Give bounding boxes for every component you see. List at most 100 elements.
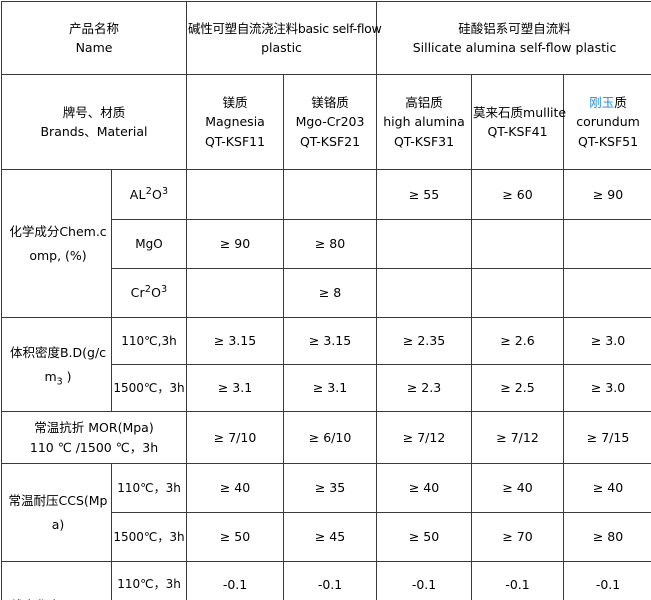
- material-en-1: Mgo-Cr203: [295, 114, 365, 130]
- row-ccs-110: 常温耐压CCS(Mp a) 110℃，3h ≥ 40 ≥ 35 ≥ 40 ≥ 4…: [1, 463, 651, 562]
- cell-ccs110-mgo-cr203: ≥ 35: [283, 463, 378, 513]
- row-mor: 常温抗折 MOR(Mpa) 110 ℃ /1500 ℃，3h ≥ 7/10 ≥ …: [0, 411, 651, 464]
- cell-ccs1500-mgo-cr203: ≥ 45: [283, 512, 378, 562]
- group-label-bulk-density-line2: m3 ): [44, 368, 72, 387]
- cell-mgo-corundum: [563, 219, 651, 269]
- cell-mor-mullite: ≥ 7/12: [471, 411, 565, 464]
- header-row-name: 产品名称 Name 碱性可塑自流浇注料basic self-flow plast…: [0, 1, 651, 75]
- cell-ccs1500-mullite: ≥ 70: [471, 512, 565, 562]
- material-cn-4-tail: 质: [614, 94, 627, 110]
- cell-al2o3-mullite: ≥ 60: [471, 169, 565, 220]
- cell-ccs110-corundum: ≥ 40: [563, 463, 651, 513]
- header-row-brands: 牌号、材质 Brands、Material 镁质 Magnesia QT-KSF…: [0, 74, 651, 170]
- material-cn-0: 镁质: [222, 94, 248, 110]
- cell-bd1500-magnesia: ≥ 3.1: [186, 364, 285, 412]
- header-group-basic-en: plastic: [261, 40, 302, 55]
- cell-plc110-mgo-cr203: -0.1: [283, 561, 378, 600]
- header-material-corundum: 刚玉质 corundum QT-KSF51: [563, 74, 651, 170]
- group-label-bulk-density-line1: 体积密度B.D(g/c: [9, 344, 107, 360]
- material-code-4: QT-KSF51: [577, 133, 639, 149]
- sub-label-cr2o3: Cr2O3: [110, 268, 188, 318]
- header-group-basic-cn: 碱性可塑自流浇注料basic self-flow: [188, 20, 382, 36]
- cell-bd110-high-alumina: ≥ 2.35: [376, 317, 473, 365]
- cell-mor-corundum: ≥ 7/15: [563, 411, 651, 464]
- group-label-mor: 常温抗折 MOR(Mpa) 110 ℃ /1500 ℃，3h: [0, 411, 188, 464]
- cell-plc110-magnesia: -0.1: [186, 561, 285, 600]
- group-label-ccs-line2: a): [51, 516, 65, 532]
- material-code-1: QT-KSF21: [299, 133, 361, 149]
- cell-bd1500-mullite: ≥ 2.5: [471, 364, 565, 412]
- group-label-plc: 线变华率PLC(%): [1, 561, 112, 600]
- row-plc-110: 线变华率PLC(%) 110℃，3h -0.1 -0.1 -0.1 -0.1 -…: [1, 561, 651, 600]
- row-al2o3: 化学成分Chem.c omp, (%) AL2O3 ≥ 55 ≥ 60 ≥ 90: [1, 169, 651, 318]
- cell-ccs1500-corundum: ≥ 80: [563, 512, 651, 562]
- material-cn-4: 刚玉质: [565, 93, 651, 112]
- cell-bd1500-corundum: ≥ 3.0: [563, 364, 651, 412]
- material-cn-2: 高铝质: [405, 94, 443, 110]
- header-brands-en: Brands、Material: [40, 124, 148, 139]
- material-cn-1: 镁铬质: [311, 94, 349, 110]
- cell-mor-magnesia: ≥ 7/10: [186, 411, 285, 464]
- cell-bd110-corundum: ≥ 3.0: [563, 317, 651, 365]
- sub-label-ccs-1500: 1500℃，3h: [110, 512, 188, 562]
- header-group-basic: 碱性可塑自流浇注料basic self-flow plastic: [186, 1, 382, 75]
- header-group-silicate-cn: 硅酸铝系可塑自流料: [458, 20, 571, 36]
- row-cr2o3: Cr2O3 ≥ 8: [2, 268, 651, 318]
- header-name-cell: 产品名称 Name: [0, 1, 188, 75]
- group-label-ccs-line1: 常温耐压CCS(Mp: [8, 492, 108, 508]
- sub-label-plc-110: 110℃，3h: [110, 561, 188, 600]
- cell-cr2o3-magnesia: [186, 268, 285, 318]
- material-en-2: high alumina: [383, 114, 465, 130]
- row-bd-110: 体积密度B.D(g/c m3 ) 110℃,3h ≥ 3.15 ≥ 3.15 ≥…: [1, 317, 651, 412]
- row-bd-1500: 1500℃，3h ≥ 3.1 ≥ 3.1 ≥ 2.3 ≥ 2.5 ≥ 3.0: [2, 364, 651, 412]
- material-code-2: QT-KSF31: [393, 133, 455, 149]
- sub-label-bd-110: 110℃,3h: [110, 317, 188, 365]
- cell-cr2o3-high-alumina: [376, 268, 473, 318]
- group-label-chem-comp-line2: omp, (%): [29, 247, 87, 263]
- cell-al2o3-mgo-cr203: [283, 169, 378, 220]
- sub-label-ccs-110: 110℃，3h: [110, 463, 188, 513]
- header-material-mgo-cr203: 镁铬质 Mgo-Cr203 QT-KSF21: [283, 74, 378, 170]
- header-brands-cell: 牌号、材质 Brands、Material: [0, 74, 188, 170]
- cell-ccs110-mullite: ≥ 40: [471, 463, 565, 513]
- cell-cr2o3-mgo-cr203: ≥ 8: [283, 268, 378, 318]
- cell-ccs110-high-alumina: ≥ 40: [376, 463, 473, 513]
- header-group-silicate-en: Sillicate alumina self-flow plastic: [412, 40, 617, 55]
- header-material-high-alumina: 高铝质 high alumina QT-KSF31: [376, 74, 473, 170]
- material-code-3: QT-KSF41: [487, 124, 548, 139]
- cell-ccs1500-high-alumina: ≥ 50: [376, 512, 473, 562]
- cell-al2o3-corundum: ≥ 90: [563, 169, 651, 220]
- cell-bd1500-high-alumina: ≥ 2.3: [376, 364, 473, 412]
- cell-mgo-high-alumina: [376, 219, 473, 269]
- header-name-en: Name: [75, 40, 113, 55]
- cell-mor-mgo-cr203: ≥ 6/10: [283, 411, 378, 464]
- material-en-0: Magnesia: [205, 114, 265, 130]
- cell-ccs110-magnesia: ≥ 40: [186, 463, 285, 513]
- cell-mgo-mullite: [471, 219, 565, 269]
- group-label-bulk-density: 体积密度B.D(g/c m3 ): [1, 317, 112, 412]
- cell-mor-high-alumina: ≥ 7/12: [376, 411, 473, 464]
- group-label-mor-line1: 常温抗折 MOR(Mpa): [34, 420, 154, 436]
- cell-plc110-corundum: -0.1: [563, 561, 651, 600]
- cell-mgo-mgo-cr203: ≥ 80: [283, 219, 378, 269]
- material-code-0: QT-KSF11: [204, 133, 266, 149]
- cell-al2o3-high-alumina: ≥ 55: [376, 169, 473, 220]
- group-label-chem-comp: 化学成分Chem.c omp, (%): [1, 169, 112, 318]
- material-cn-3: 莫来石质mullite: [473, 104, 567, 120]
- group-label-mor-line2: 110 ℃ /1500 ℃，3h: [29, 439, 159, 455]
- cell-bd110-magnesia: ≥ 3.15: [186, 317, 285, 365]
- sub-label-al2o3: AL2O3: [110, 169, 188, 220]
- cell-mgo-magnesia: ≥ 90: [186, 219, 285, 269]
- header-material-magnesia: 镁质 Magnesia QT-KSF11: [186, 74, 285, 170]
- header-brands-cn: 牌号、材质: [62, 104, 126, 120]
- cell-bd1500-mgo-cr203: ≥ 3.1: [283, 364, 378, 412]
- cell-al2o3-magnesia: [186, 169, 285, 220]
- group-label-plc-line: 线变华率PLC(%): [0, 596, 117, 600]
- header-group-silicate: 硅酸铝系可塑自流料 Sillicate alumina self-flow pl…: [376, 1, 651, 75]
- cell-bd110-mullite: ≥ 2.6: [471, 317, 565, 365]
- cell-bd110-mgo-cr203: ≥ 3.15: [283, 317, 378, 365]
- group-label-chem-comp-line1: 化学成分Chem.c: [9, 223, 107, 239]
- row-mgo: MgO ≥ 90 ≥ 80: [2, 219, 651, 269]
